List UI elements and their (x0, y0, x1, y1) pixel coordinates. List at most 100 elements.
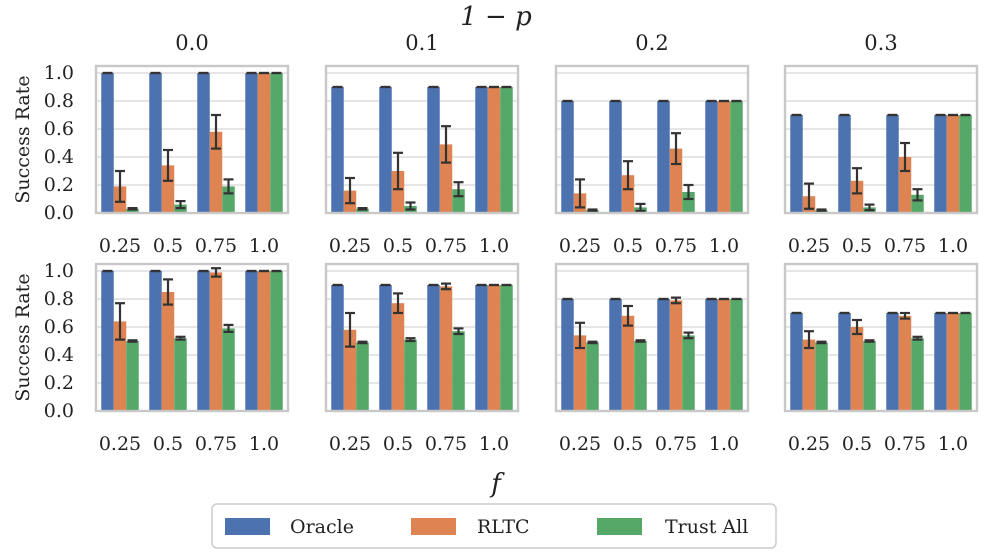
bar-rltc-f0.5 (391, 171, 405, 213)
panel-r0-c1: 0.25 0.5 0.75 1.0 0.1 (324, 31, 520, 257)
bar-oracle-f0.25 (331, 285, 344, 411)
bar-oracle-f0.25 (101, 271, 114, 411)
x-tick-label: 0.5 (383, 433, 413, 455)
bar-oracle-f0.5 (379, 87, 392, 213)
x-tick-label: 0.75 (884, 433, 926, 455)
bar-rltc-f0.25 (343, 329, 357, 411)
bar-rltc-f0.75 (669, 300, 683, 411)
y-tick-label: 0.8 (44, 288, 74, 310)
x-tick-label: 0.25 (99, 433, 141, 455)
legend-swatch-rltc (411, 518, 456, 535)
bar-trust-all-f0.5 (404, 339, 417, 411)
bar-trust-all-f1.0 (730, 101, 743, 213)
x-tick-label: 0.5 (153, 235, 183, 257)
column-title: 0.1 (405, 31, 438, 55)
bar-trust-all-f1.0 (500, 285, 513, 411)
bar-oracle-f0.75 (197, 271, 210, 411)
bar-trust-all-f0.75 (452, 331, 465, 411)
panel-frame (94, 64, 290, 215)
x-tick-label: 1.0 (938, 433, 968, 455)
bar-rltc-f0.75 (439, 286, 453, 411)
legend-label-rltc: RLTC (477, 516, 530, 538)
x-tick-label: 0.75 (195, 433, 237, 455)
panel-r1-c3: 0.25 0.5 0.75 1.0 (783, 262, 979, 455)
x-tick-label: 0.25 (559, 433, 601, 455)
x-tick-label: 0.5 (842, 235, 872, 257)
bar-oracle-f0.75 (886, 115, 899, 213)
x-tick-label: 1.0 (709, 433, 739, 455)
bar-trust-all-f1.0 (270, 271, 283, 411)
bar-rltc-f0.75 (209, 272, 223, 411)
x-tick-label: 1.0 (938, 235, 968, 257)
y-tick-label: 0.8 (44, 90, 74, 112)
x-tick-label: 0.75 (655, 433, 697, 455)
bar-oracle-f0.5 (838, 313, 851, 411)
y-tick-label: 0.6 (44, 316, 74, 338)
bar-rltc-f0.5 (391, 303, 405, 411)
x-tick-label: 0.5 (383, 235, 413, 257)
panel-r0-c3: 0.25 0.5 0.75 1.0 0.3 (783, 31, 979, 257)
bar-trust-all-f0.5 (174, 338, 187, 411)
bar-oracle-f1.0 (475, 87, 488, 213)
x-tick-label: 0.75 (195, 235, 237, 257)
bar-rltc-f0.25 (113, 321, 127, 411)
panel-frame (554, 64, 750, 215)
y-tick-label: 0.2 (44, 372, 74, 394)
legend-swatch-oracle (225, 518, 270, 535)
bar-oracle-f0.25 (790, 313, 803, 411)
bar-rltc-f1.0 (946, 313, 960, 411)
x-tick-label: 0.25 (329, 433, 371, 455)
bar-rltc-f0.5 (850, 180, 864, 213)
bar-oracle-f0.25 (561, 299, 574, 411)
bar-rltc-f0.5 (161, 165, 175, 213)
bar-oracle-f0.75 (427, 87, 440, 213)
x-tick-label: 0.25 (559, 235, 601, 257)
bar-oracle-f0.25 (101, 73, 114, 213)
bar-oracle-f1.0 (245, 271, 258, 411)
x-tick-label: 1.0 (709, 235, 739, 257)
bar-oracle-f1.0 (934, 115, 947, 213)
panel-frame (554, 262, 750, 413)
bar-oracle-f0.75 (657, 299, 670, 411)
bar-rltc-f0.25 (573, 335, 587, 411)
bar-rltc-f0.5 (621, 175, 635, 213)
bar-trust-all-f1.0 (959, 115, 972, 213)
bar-rltc-f1.0 (257, 271, 271, 411)
bar-oracle-f1.0 (245, 73, 258, 213)
bar-trust-all-f0.25 (126, 341, 139, 411)
bar-oracle-f0.25 (561, 101, 574, 213)
panel-r1-c2: 0.25 0.5 0.75 1.0 (554, 262, 750, 455)
x-tick-label: 0.5 (613, 235, 643, 257)
x-tick-label: 0.75 (425, 235, 467, 257)
bar-oracle-f1.0 (705, 101, 718, 213)
y-tick-label: 0.0 (44, 202, 74, 224)
x-tick-label: 0.25 (329, 235, 371, 257)
bar-oracle-f1.0 (475, 285, 488, 411)
x-tick-label: 1.0 (479, 235, 509, 257)
y-tick-label: 1.0 (44, 62, 74, 84)
bar-trust-all-f1.0 (270, 73, 283, 213)
bar-oracle-f0.5 (609, 101, 622, 213)
y-tick-label: 1.0 (44, 260, 74, 282)
x-tick-label: 1.0 (479, 433, 509, 455)
x-tick-label: 1.0 (249, 433, 279, 455)
bar-oracle-f0.75 (886, 313, 899, 411)
bar-rltc-f0.25 (802, 339, 816, 411)
column-title: 0.3 (864, 31, 897, 55)
x-tick-label: 0.5 (842, 433, 872, 455)
bar-trust-all-f0.75 (682, 335, 695, 411)
y-tick-label: 0.6 (44, 118, 74, 140)
bar-trust-all-f0.75 (682, 192, 695, 213)
y-axis-label: Success Rate (12, 273, 34, 401)
bar-trust-all-f0.25 (586, 342, 599, 411)
bar-trust-all-f0.5 (863, 341, 876, 411)
panel-r0-c0: 0.25 0.5 0.75 1.0 0.0 0.2 0.4 0.6 0.8 1.0 Success … (12, 31, 290, 257)
x-tick-label: 0.5 (153, 433, 183, 455)
bar-oracle-f1.0 (934, 313, 947, 411)
bar-trust-all-f0.25 (126, 208, 139, 213)
bar-trust-all-f0.25 (356, 208, 369, 213)
x-tick-label: 0.75 (655, 235, 697, 257)
y-tick-label: 0.4 (44, 344, 74, 366)
bar-rltc-f0.5 (621, 315, 635, 411)
